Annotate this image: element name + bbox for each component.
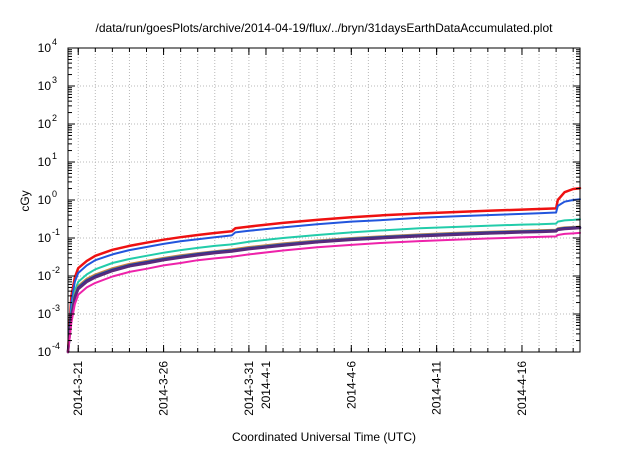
y-tick-exponent: 2: [52, 113, 57, 123]
y-tick-label: 10: [38, 155, 52, 169]
x-tick-label: 2014-3-26: [157, 361, 171, 416]
series-line-8: [67, 231, 581, 353]
chart-title: /data/run/goesPlots/archive/2014-04-19/f…: [96, 21, 554, 35]
y-tick-label: 10: [38, 193, 52, 207]
y-tick-label: 10: [38, 345, 52, 359]
y-tick-exponent: 4: [52, 37, 57, 47]
x-tick-label: 2014-3-21: [71, 361, 85, 416]
y-tick-exponent: 1: [52, 151, 57, 161]
y-tick-label: 10: [38, 41, 52, 55]
series-line-2: [67, 198, 581, 353]
x-tick-label: 2014-4-1: [259, 361, 273, 409]
y-axis-title: cGy: [18, 190, 32, 211]
series-line-3: [67, 218, 581, 353]
y-tick-label: 10: [38, 231, 52, 245]
y-tick-label: 10: [38, 269, 52, 283]
series-line-7: [66, 226, 582, 354]
x-tick-label: 2014-4-6: [344, 361, 358, 409]
y-tick-exponent: 0: [52, 189, 57, 199]
y-tick-label: 10: [38, 79, 52, 93]
series-line-5: [67, 226, 581, 353]
x-axis-title: Coordinated Universal Time (UTC): [232, 430, 416, 444]
y-tick-exponent: -1: [52, 227, 60, 237]
y-tick-exponent: -2: [52, 265, 60, 275]
series-line-1: [66, 186, 582, 354]
y-tick-exponent: -3: [52, 303, 60, 313]
gridlines: [68, 48, 580, 352]
x-tick-label: 2014-3-31: [242, 361, 256, 416]
series-line-4: [67, 225, 581, 353]
x-tick-label: 2014-4-16: [515, 361, 529, 416]
y-tick-label: 10: [38, 307, 52, 321]
x-tick-label: 2014-4-11: [430, 361, 444, 415]
y-tick-label: 10: [38, 117, 52, 131]
y-tick-exponent: -4: [52, 341, 60, 351]
y-tick-exponent: 3: [52, 75, 57, 85]
series-group: [66, 186, 582, 354]
